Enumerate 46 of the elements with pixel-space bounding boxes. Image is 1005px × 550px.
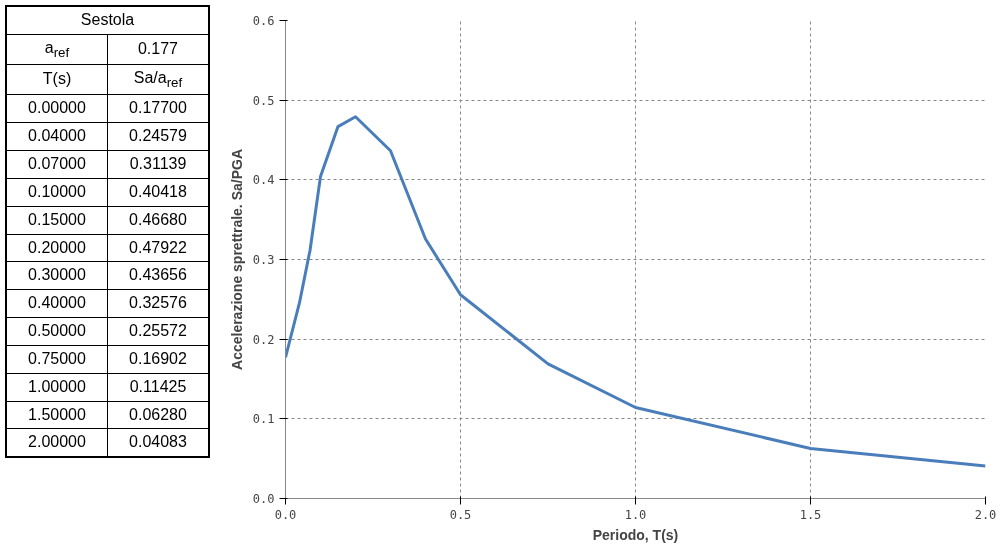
text: 1.00000 <box>6 373 108 402</box>
text: 0.07000 <box>6 150 108 179</box>
y-tick-label: 0.1 <box>252 412 275 427</box>
text: 0.40000 <box>6 289 108 318</box>
text: 0.04083 <box>107 428 209 458</box>
text: 0.20000 <box>6 234 108 262</box>
text: 2.00000 <box>6 428 108 458</box>
text: 0.06280 <box>107 401 209 429</box>
text: 0.24579 <box>107 122 209 151</box>
y-tick-label: 0.2 <box>252 332 275 347</box>
x-tick-label: 1.0 <box>624 507 647 522</box>
text: T(s) <box>6 64 108 95</box>
text: 0.46680 <box>107 206 209 234</box>
text: 0.16902 <box>107 345 209 374</box>
x-tick-label: 0.5 <box>449 507 472 522</box>
x-tick-label: 0.0 <box>274 507 297 522</box>
y-tick-label: 0.0 <box>252 492 275 506</box>
text: 0.10000 <box>6 178 108 207</box>
text: 0.177 <box>107 34 209 65</box>
text: 0.47922 <box>107 234 209 262</box>
text: 0.00000 <box>6 94 108 123</box>
text: Sestola <box>6 6 209 35</box>
text: 0.32576 <box>107 289 209 318</box>
text: 0.17700 <box>107 94 209 123</box>
x-axis-title: Periodo, T(s) <box>592 526 679 543</box>
text: 0.43656 <box>107 261 209 290</box>
x-tick-label: 1.5 <box>799 507 822 522</box>
text: 0.31139 <box>107 150 209 179</box>
y-axis-title: Accelerazione sprettrale. Sa/PGA <box>228 148 245 370</box>
text: 0.30000 <box>6 261 108 290</box>
x-tick-label: 2.0 <box>974 507 997 522</box>
text: 0.50000 <box>6 317 108 346</box>
y-tick-label: 0.4 <box>252 173 275 188</box>
text: Sa/a$_{ref}$ <box>107 64 209 95</box>
text: 0.04000 <box>6 122 108 151</box>
y-tick-label: 0.3 <box>252 253 275 267</box>
text: 1.50000 <box>6 401 108 429</box>
text: 0.25572 <box>107 317 209 346</box>
text: 0.15000 <box>6 206 108 234</box>
y-tick-label: 0.6 <box>252 14 275 28</box>
text: 0.75000 <box>6 345 108 374</box>
y-tick-label: 0.5 <box>252 93 275 108</box>
text: 0.11425 <box>107 373 209 402</box>
text: 0.40418 <box>107 178 209 207</box>
text: a$_{ref}$ <box>6 34 108 65</box>
line-series <box>285 115 986 468</box>
